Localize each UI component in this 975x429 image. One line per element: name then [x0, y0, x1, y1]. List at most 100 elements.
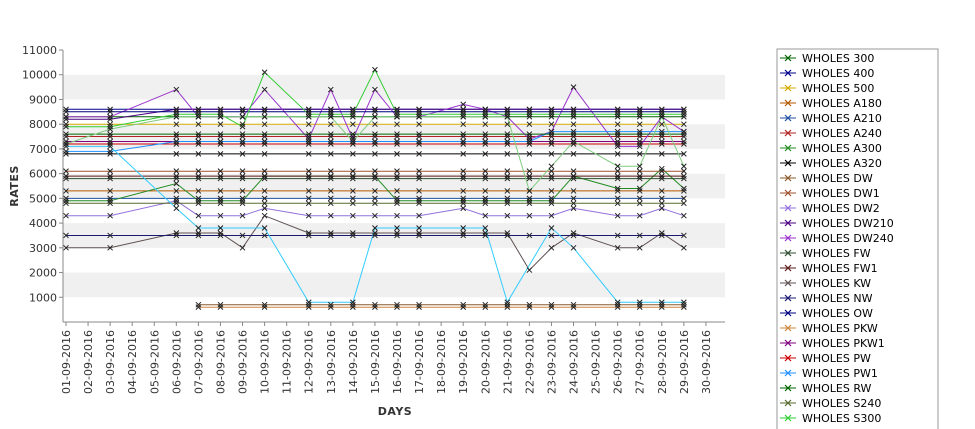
- data-point-marker: [350, 138, 356, 145]
- data-point-marker: [570, 168, 577, 175]
- data-point-marker: [636, 299, 643, 306]
- legend-label: WHOLES A320: [802, 157, 882, 170]
- grid-band: [63, 50, 725, 75]
- data-point-marker: [658, 301, 665, 308]
- legend-item: WHOLES 500: [780, 82, 874, 95]
- data-point-marker: [636, 301, 643, 308]
- data-point-marker: [526, 106, 533, 113]
- data-point-marker: [658, 141, 665, 147]
- data-point-marker: [63, 133, 69, 140]
- x-tick-label: 25-09-2016: [590, 330, 603, 394]
- data-point-marker: [526, 141, 533, 147]
- data-point-marker: [460, 205, 467, 212]
- data-point-marker: [681, 244, 687, 251]
- legend-marker: [784, 294, 792, 302]
- data-point-marker: [63, 108, 69, 115]
- data-point-marker: [394, 131, 400, 137]
- legend-marker: [784, 399, 792, 407]
- data-point-marker: [658, 200, 665, 207]
- data-point-marker: [107, 113, 113, 120]
- data-point-marker: [614, 108, 621, 115]
- data-point-marker: [107, 123, 113, 130]
- data-point-marker: [372, 106, 378, 113]
- data-point-marker: [173, 180, 180, 187]
- data-point-marker: [305, 200, 312, 207]
- data-point-marker: [570, 108, 577, 115]
- data-point-marker: [416, 232, 422, 239]
- data-point-marker: [327, 232, 334, 239]
- data-point-marker: [107, 175, 113, 182]
- data-point-marker: [460, 138, 467, 145]
- y-axis-ticks: 1000 2000 3000 4000 5000 6000 7000 8000 9000 1000…: [22, 44, 63, 304]
- data-point-marker: [239, 123, 246, 130]
- data-point-marker: [261, 168, 268, 175]
- data-point-marker: [614, 301, 621, 308]
- data-point-marker: [327, 230, 334, 236]
- data-point-marker: [195, 131, 202, 137]
- x-tick-label: 30-09-2016: [700, 330, 713, 394]
- data-point-marker: [548, 106, 555, 113]
- data-point-marker: [327, 195, 334, 202]
- data-point-marker: [548, 121, 555, 128]
- data-point-marker: [394, 197, 400, 204]
- data-point-marker: [416, 200, 422, 207]
- data-point-marker: [482, 173, 489, 179]
- data-point-marker: [526, 175, 533, 182]
- data-point-marker: [261, 151, 268, 157]
- data-point-marker: [327, 111, 334, 118]
- data-point-marker: [350, 188, 356, 194]
- data-point-marker: [63, 197, 69, 204]
- data-point-marker: [394, 188, 400, 194]
- data-point-marker: [548, 173, 555, 179]
- data-point-marker: [681, 232, 687, 239]
- data-point-marker: [173, 197, 180, 204]
- legend-item: WHOLES S240: [780, 397, 881, 410]
- data-point-marker: [658, 232, 665, 239]
- data-point-marker: [460, 101, 467, 108]
- grid-band: [63, 247, 725, 273]
- x-tick-label: 26-09-2016: [612, 330, 625, 394]
- data-point-marker: [239, 173, 246, 179]
- data-point-marker: [63, 148, 69, 155]
- data-point-marker: [570, 200, 577, 207]
- data-point-marker: [305, 212, 312, 219]
- legend-marker: [784, 114, 792, 122]
- legend-label: WHOLES 500: [802, 82, 874, 95]
- legend-item: WHOLES PW: [780, 352, 871, 365]
- x-tick-label: 14-09-2016: [347, 330, 360, 394]
- data-point-marker: [416, 188, 422, 194]
- x-tick-label: 09-09-2016: [237, 330, 250, 394]
- data-point-marker: [416, 111, 422, 118]
- data-point-marker: [394, 113, 400, 120]
- x-tick-label: 08-09-2016: [214, 330, 227, 394]
- data-point-marker: [614, 133, 621, 140]
- data-point-marker: [350, 133, 356, 140]
- data-point-marker: [482, 106, 489, 113]
- data-point-marker: [173, 151, 180, 157]
- legend-item: WHOLES DW240: [780, 232, 894, 245]
- data-point-marker: [63, 116, 69, 123]
- legend-item: WHOLES PW1: [780, 367, 878, 380]
- data-point-marker: [305, 195, 312, 202]
- legend-marker: [784, 234, 792, 242]
- data-point-marker: [305, 168, 312, 175]
- x-tick-label: 07-09-2016: [192, 330, 205, 394]
- data-point-marker: [526, 121, 533, 128]
- data-point-marker: [681, 113, 687, 120]
- data-point-marker: [173, 106, 180, 113]
- data-point-marker: [63, 188, 69, 194]
- grid-band: [63, 297, 725, 322]
- data-point-marker: [614, 151, 621, 157]
- data-point-marker: [570, 111, 577, 118]
- data-point-marker: [217, 121, 224, 128]
- data-point-marker: [195, 230, 202, 236]
- data-point-marker: [239, 212, 246, 219]
- data-point-marker: [63, 173, 69, 179]
- data-point-marker: [305, 138, 312, 145]
- data-point-marker: [372, 175, 378, 182]
- x-tick-label: 05-09-2016: [148, 330, 161, 394]
- data-point-marker: [350, 212, 356, 219]
- series-line: [66, 145, 684, 304]
- data-point-marker: [63, 123, 69, 130]
- data-point-marker: [482, 113, 489, 120]
